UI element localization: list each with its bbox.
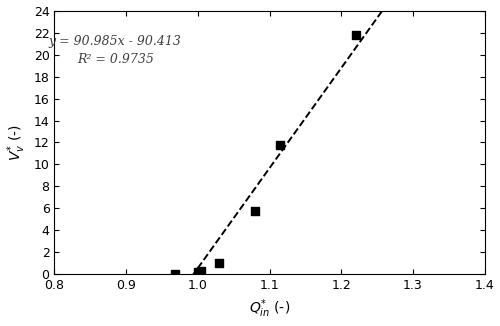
Y-axis label: $V_{v}^{*}$ (-): $V_{v}^{*}$ (-) [6,124,28,161]
Text: y = 90.985x - 90.413
R² = 0.9735: y = 90.985x - 90.413 R² = 0.9735 [49,35,182,66]
Point [216,261,224,266]
Point [251,209,259,214]
Point [352,32,360,37]
Point [198,268,205,273]
Point [276,143,284,148]
Point [194,270,202,275]
X-axis label: $Q_{in}^{*}$ (-): $Q_{in}^{*}$ (-) [249,298,290,320]
Point [171,271,179,276]
